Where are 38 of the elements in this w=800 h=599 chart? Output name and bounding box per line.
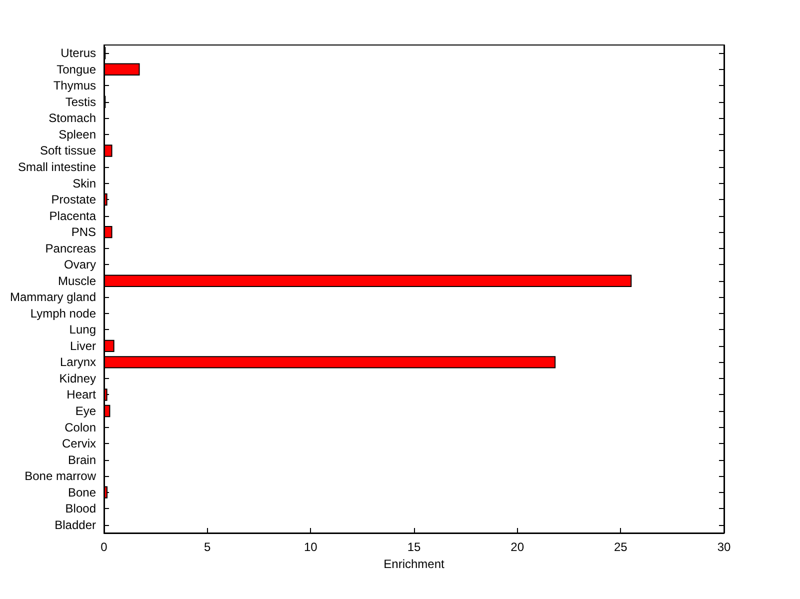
y-tick-label: Soft tissue (40, 144, 96, 158)
y-tick-label: Lymph node (30, 306, 96, 320)
x-tick-label: 25 (614, 540, 628, 554)
y-tick-label: Bone (68, 485, 96, 500)
y-tick-label: Eye (75, 404, 96, 418)
y-tick-label: Liver (70, 338, 96, 353)
y-tick-label: Prostate (51, 192, 96, 207)
y-tick-label: Spleen (58, 127, 96, 142)
y-tick-label: Ovary (64, 258, 96, 272)
y-tick-label: Skin (72, 176, 96, 190)
x-tick-label: 5 (204, 540, 211, 554)
y-tick-label: Bone marrow (24, 469, 96, 484)
x-axis-title: Enrichment (384, 556, 446, 571)
y-tick-label: PNS (71, 225, 96, 240)
x-tick-label: 15 (407, 540, 421, 554)
y-tick-label: Brain (68, 452, 96, 467)
y-tick-label: Kidney (59, 371, 96, 386)
y-tick-label: Pancreas (45, 241, 96, 256)
y-tick-label: Thymus (53, 78, 96, 93)
y-tick-label: Testis (65, 94, 96, 109)
y-tick-label: Larynx (60, 355, 96, 370)
x-tick-label: 30 (717, 540, 731, 554)
y-tick-label: Cervix (62, 436, 96, 451)
y-tick-label: Blood (65, 502, 96, 516)
y-tick-label: Bladder (54, 518, 96, 532)
y-tick-label: Muscle (58, 274, 96, 288)
x-tick-label: 10 (304, 540, 318, 554)
y-tick-label: Stomach (48, 111, 96, 126)
y-tick-label: Colon (64, 420, 96, 434)
y-tick-label: Lung (69, 322, 96, 337)
x-tick-label: 0 (100, 540, 108, 554)
y-tick-label: Heart (66, 388, 97, 402)
y-tick-label: Mammary gland (10, 290, 96, 304)
y-tick-label: Uterus (60, 46, 96, 60)
y-tick-label: Placenta (49, 208, 96, 223)
x-tick-label: 20 (510, 540, 524, 554)
y-tick-label: Small intestine (18, 160, 96, 174)
y-tick-label: Tongue (56, 62, 96, 76)
